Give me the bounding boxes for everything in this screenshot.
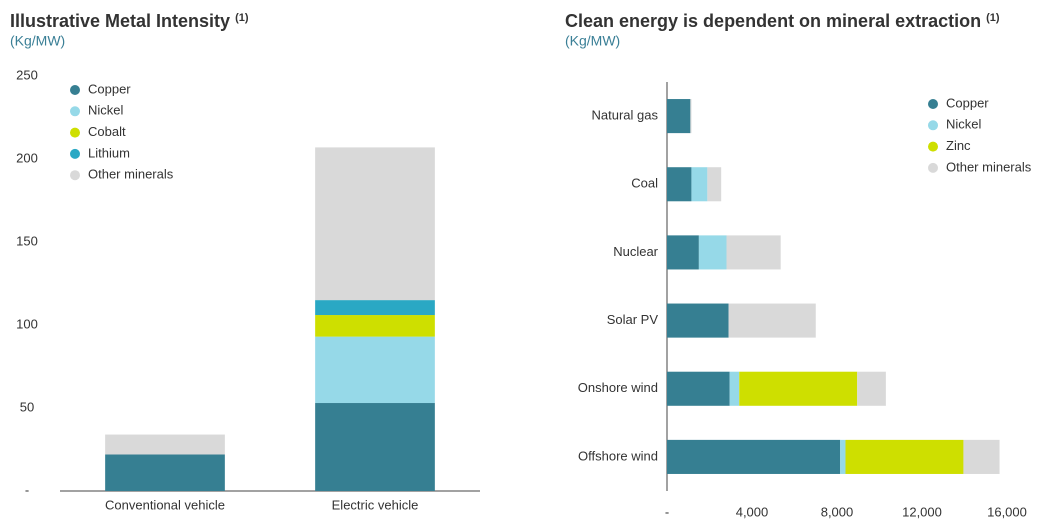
bar-segment <box>726 235 781 270</box>
bar-segment <box>698 235 727 270</box>
legend-label: Nickel <box>946 117 982 132</box>
bar-segment <box>667 99 691 134</box>
chart-subtitle: (Kg/MW) <box>10 33 65 49</box>
bar-segment <box>857 371 886 406</box>
category-label: Offshore wind <box>578 448 658 463</box>
bar-segment <box>728 303 816 338</box>
legend-label: Lithium <box>88 145 130 160</box>
y-tick-label: 200 <box>16 150 38 165</box>
legend-label: Copper <box>88 81 131 96</box>
title-note: (1) <box>235 12 249 24</box>
bar-segment <box>315 315 435 337</box>
bar-segment <box>105 454 225 491</box>
legend-label: Nickel <box>88 103 124 118</box>
chart-title: Illustrative Metal Intensity (1) <box>10 11 249 31</box>
category-label: Natural gas <box>592 108 659 123</box>
x-tick-label: 4,000 <box>736 504 769 519</box>
bar-segment <box>105 434 225 455</box>
bar-segment <box>315 300 435 316</box>
legend-swatch <box>928 141 938 152</box>
bar-segment <box>667 371 730 406</box>
category-label: Solar PV <box>607 312 659 327</box>
y-tick-label: 50 <box>20 399 34 414</box>
y-tick-label: - <box>25 482 29 497</box>
legend-label: Other minerals <box>88 167 174 182</box>
legend-label: Zinc <box>946 138 971 153</box>
legend-swatch <box>928 99 938 109</box>
x-tick-label: 8,000 <box>821 504 854 519</box>
bar-segment <box>707 167 722 202</box>
x-tick-label: 12,000 <box>902 504 942 519</box>
bar-segment <box>667 235 699 270</box>
legend-swatch <box>928 162 938 173</box>
chart-title: Clean energy is dependent on mineral ext… <box>565 11 1000 31</box>
bar-segment <box>845 439 964 474</box>
chart-subtitle: (Kg/MW) <box>565 33 620 49</box>
legend-swatch <box>70 148 80 159</box>
bar-segment <box>963 439 1000 474</box>
y-tick-label: 150 <box>16 233 38 248</box>
legend-swatch <box>70 127 80 138</box>
legend-swatch <box>928 120 938 131</box>
category-label: Nuclear <box>613 244 658 259</box>
x-tick-label: - <box>665 504 669 519</box>
legend-swatch <box>70 170 80 181</box>
category-label: Onshore wind <box>578 380 658 395</box>
bar-segment <box>690 99 692 134</box>
legend-swatch <box>70 85 80 95</box>
bar-segment <box>315 147 435 301</box>
legend-swatch <box>70 106 80 117</box>
bar-segment <box>667 167 692 202</box>
y-tick-label: 100 <box>16 316 38 331</box>
y-tick-label: 250 <box>16 67 38 82</box>
bar-segment <box>315 336 435 404</box>
bar-segment <box>667 303 729 338</box>
legend-label: Cobalt <box>88 124 126 139</box>
x-tick-label: 16,000 <box>987 504 1027 519</box>
bar-segment <box>691 167 708 202</box>
bar-segment <box>739 371 858 406</box>
title-text: Illustrative Metal Intensity <box>10 11 230 31</box>
title-note: (1) <box>986 12 1000 24</box>
legend-label: Copper <box>946 95 989 110</box>
category-label: Electric vehicle <box>332 497 419 512</box>
category-label: Conventional vehicle <box>105 497 225 512</box>
title-text: Clean energy is dependent on mineral ext… <box>565 11 981 31</box>
legend-label: Other minerals <box>946 159 1032 174</box>
bar-segment <box>840 439 846 474</box>
category-label: Coal <box>631 176 658 191</box>
bar-segment <box>667 439 841 474</box>
bar-segment <box>315 403 435 491</box>
bar-segment <box>729 371 740 406</box>
